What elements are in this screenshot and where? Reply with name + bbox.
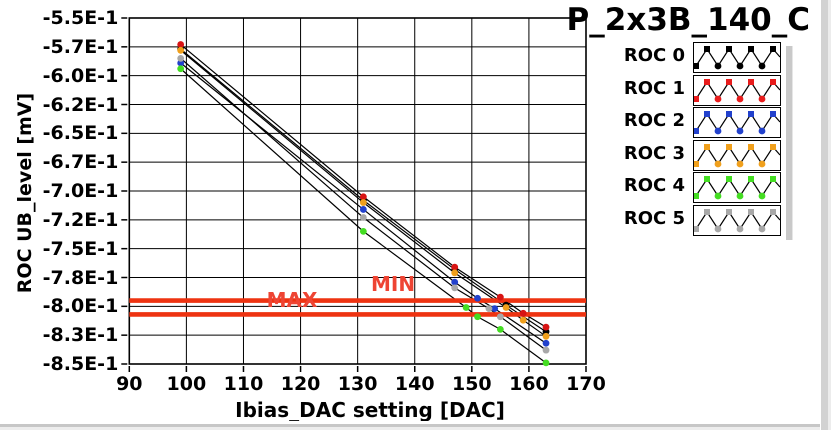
data-marker-roc-2	[491, 305, 499, 313]
data-marker-roc-1	[451, 263, 459, 271]
data-marker-roc-1	[177, 41, 185, 48]
data-marker-roc-1	[542, 323, 550, 331]
legend-item-roc-5[interactable]: ROC 5	[600, 205, 785, 236]
y-tick-label: -6.2E-1	[42, 93, 119, 116]
y-tick-label: -7.8E-1	[42, 266, 119, 289]
data-marker-roc-3	[177, 46, 185, 54]
data-marker-roc-4	[474, 313, 481, 321]
legend-item-roc-0[interactable]: ROC 0	[600, 42, 785, 73]
x-tick-label: 110	[223, 373, 264, 395]
data-marker-roc-2	[474, 294, 481, 302]
data-marker-roc-5	[542, 346, 550, 354]
data-marker-roc-5	[451, 284, 459, 292]
legend-item-label: ROC 1	[623, 77, 685, 99]
window-right-bevel	[818, 0, 831, 430]
legend-shadow-bar	[784, 46, 793, 240]
data-marker-roc-5	[177, 54, 185, 62]
legend-item-label: ROC 0	[623, 45, 685, 66]
data-marker-roc-1	[519, 309, 527, 317]
legend-zigzag-icon	[693, 111, 781, 135]
data-marker-roc-5	[496, 313, 504, 321]
y-tick-label: -7.5E-1	[42, 237, 119, 260]
legend-zigzag-icon	[693, 176, 781, 200]
x-axis-title: Ibias_DAC setting [DAC]	[235, 398, 505, 422]
legend-zigzag-icon	[693, 46, 781, 70]
data-marker-roc-3	[451, 269, 459, 277]
data-marker-roc-4	[462, 304, 470, 311]
y-tick-label: -5.5E-1	[42, 7, 119, 29]
data-marker-roc-4	[542, 359, 550, 367]
legend-style-box[interactable]	[693, 139, 781, 171]
x-tick-label: 140	[394, 373, 435, 395]
legend-item-roc-1[interactable]: ROC 1	[600, 74, 785, 106]
y-tick-label: -8.5E-1	[42, 353, 119, 375]
plot-title: P_2x3B_140_C	[566, 2, 810, 38]
data-marker-roc-3	[542, 332, 550, 340]
annotation-min: MIN	[370, 272, 416, 297]
x-tick-label: 130	[337, 373, 378, 395]
legend-zigzag-icon	[693, 209, 781, 233]
series-line-roc-3	[180, 49, 547, 337]
annotation-max: MAX	[266, 288, 318, 313]
y-tick-label: -8.0E-1	[42, 295, 119, 318]
data-marker-roc-3	[502, 304, 510, 311]
data-marker-roc-5	[359, 214, 367, 221]
legend-style-box[interactable]	[693, 107, 781, 139]
data-marker-roc-4	[496, 326, 504, 333]
data-marker-roc-1	[496, 293, 504, 301]
x-tick-label: 160	[509, 373, 549, 395]
series-line-roc-5	[180, 57, 547, 351]
legend-item-label: ROC 3	[623, 142, 685, 164]
series-line-roc-4	[180, 68, 547, 364]
x-tick-label: 90	[116, 373, 143, 395]
plot-frame	[128, 17, 587, 365]
legend-item-roc-4[interactable]: ROC 4	[600, 172, 785, 204]
x-tick-label: 170	[566, 373, 606, 395]
y-tick-label: -8.3E-1	[42, 324, 119, 347]
data-marker-roc-4	[359, 227, 367, 235]
y-tick-label: -7.0E-1	[42, 180, 119, 202]
legend-style-box[interactable]	[693, 172, 781, 204]
data-marker-roc-3	[359, 199, 367, 206]
legend-style-box[interactable]	[693, 74, 781, 106]
window-bottom-bevel	[0, 421, 820, 430]
data-marker-roc-2	[542, 339, 550, 347]
y-tick-label: -6.7E-1	[42, 151, 119, 174]
x-tick-label: 150	[451, 373, 492, 395]
y-tick-label: -5.7E-1	[42, 35, 119, 58]
legend-style-box[interactable]	[693, 205, 781, 236]
data-marker-roc-2	[359, 206, 367, 213]
legend-zigzag-icon	[693, 78, 781, 102]
data-marker-roc-3	[519, 316, 527, 324]
data-marker-roc-4	[177, 65, 185, 73]
legend-zigzag-icon	[693, 143, 781, 168]
y-axis-title: ROC UB_level [mV]	[14, 92, 36, 294]
data-marker-roc-2	[451, 278, 459, 286]
x-tick-label: 100	[166, 373, 207, 395]
legend-item-label: ROC 5	[623, 208, 685, 229]
y-tick-label: -7.2E-1	[42, 208, 119, 231]
legend-style-box[interactable]	[693, 42, 781, 73]
legend-item-roc-3[interactable]: ROC 3	[600, 139, 785, 171]
data-marker-roc-5	[485, 305, 493, 313]
legend-item-roc-2[interactable]: ROC 2	[600, 107, 785, 139]
y-tick-label: -6.5E-1	[42, 122, 119, 145]
legend-item-label: ROC 4	[623, 175, 685, 197]
y-tick-label: -6.0E-1	[42, 64, 119, 87]
x-tick-label: 120	[280, 373, 321, 395]
legend-item-label: ROC 2	[623, 110, 685, 132]
data-marker-roc-1	[359, 193, 367, 201]
